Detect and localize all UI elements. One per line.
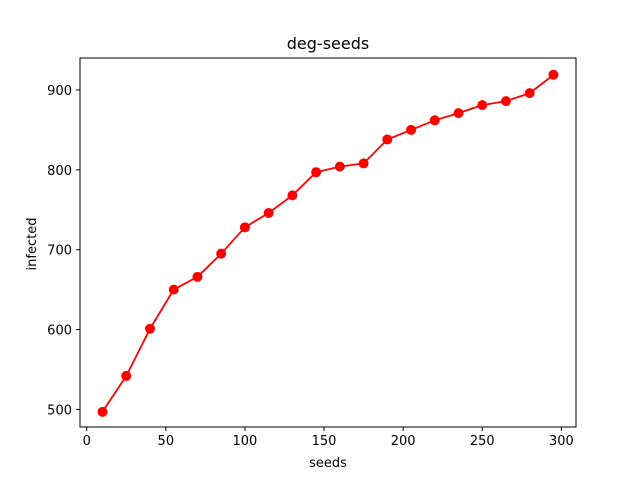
data-point — [500, 96, 511, 107]
data-point — [168, 284, 179, 295]
y-tick-label: 600 — [47, 324, 72, 339]
x-axis-label: seeds — [309, 456, 347, 471]
data-point — [548, 69, 559, 80]
y-axis-ticks: 500 600 700 800 900 — [47, 84, 80, 418]
y-tick-label: 900 — [47, 84, 72, 99]
data-point — [311, 167, 322, 178]
data-point — [239, 222, 250, 233]
y-tick-label: 500 — [47, 403, 72, 418]
chart-title: deg-seeds — [287, 34, 369, 53]
y-tick-label: 700 — [47, 244, 72, 259]
data-point — [97, 406, 108, 417]
data-point — [358, 158, 369, 169]
x-tick-label: 100 — [233, 434, 258, 449]
data-point — [453, 108, 464, 119]
y-axis-label: infected — [25, 218, 40, 271]
data-point — [145, 323, 156, 334]
plot-frame — [79, 57, 577, 428]
x-tick-label: 0 — [83, 434, 91, 449]
data-point — [334, 161, 345, 172]
data-point — [287, 190, 298, 201]
data-point — [263, 207, 274, 218]
data-point — [192, 271, 203, 282]
x-tick-label: 300 — [549, 434, 574, 449]
x-tick-label: 150 — [312, 434, 337, 449]
data-point — [477, 100, 488, 111]
x-tick-label: 250 — [470, 434, 495, 449]
data-point — [382, 134, 393, 145]
data-point — [524, 88, 535, 99]
x-tick-label: 50 — [158, 434, 175, 449]
data-point — [216, 248, 227, 259]
data-point — [429, 115, 440, 126]
series-group — [97, 69, 559, 417]
data-point — [406, 124, 417, 135]
x-tick-label: 200 — [391, 434, 416, 449]
data-point — [121, 370, 132, 381]
y-tick-label: 800 — [47, 164, 72, 179]
x-axis-ticks: 0 50 100 150 200 250 300 — [83, 427, 574, 449]
